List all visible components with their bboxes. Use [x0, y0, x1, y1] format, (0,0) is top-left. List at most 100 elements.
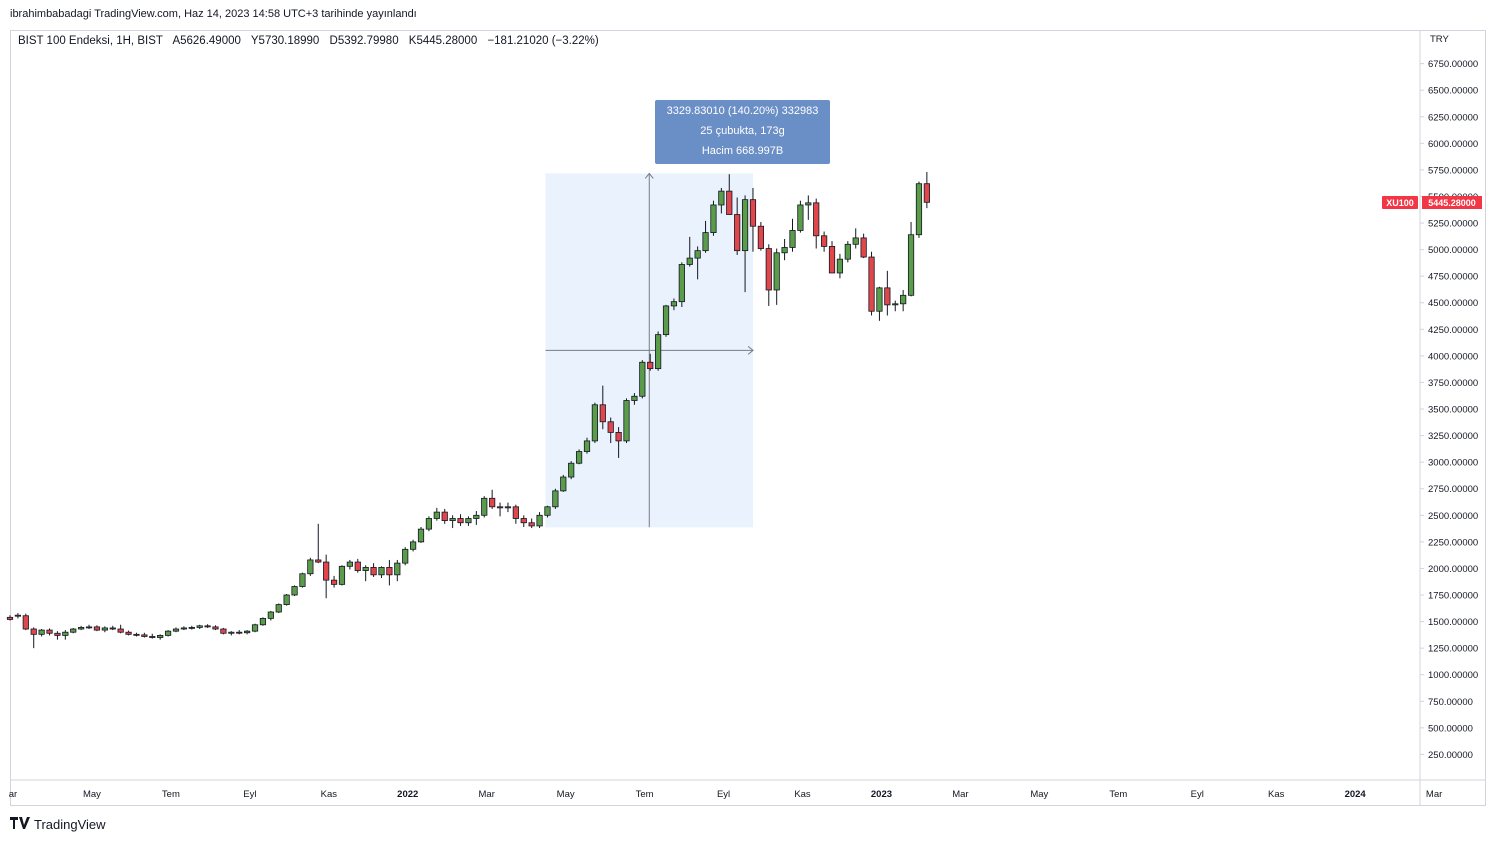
candle-body-down [109, 627, 116, 630]
candle [457, 514, 464, 526]
candle [607, 417, 614, 444]
candle-body-up [655, 334, 662, 370]
candle [536, 512, 543, 529]
candle-body-up [425, 518, 433, 530]
candle-body-up [244, 630, 251, 634]
candle [338, 565, 346, 586]
candle-body-up [38, 629, 45, 635]
time-tick-label: Mar [479, 789, 495, 800]
candle [781, 238, 788, 261]
price-tick-label: 4000.00000 [1428, 351, 1478, 362]
candle-body-down [749, 199, 757, 227]
candle [370, 563, 377, 577]
candle-body-up [710, 204, 717, 233]
candle-body-down [813, 202, 820, 237]
candle-body-up [805, 202, 812, 206]
time-tick-label: May [83, 789, 101, 800]
chart-frame[interactable] [10, 30, 1486, 806]
candle [876, 286, 883, 321]
candle-body-down [868, 256, 875, 312]
candle-body-up [844, 243, 851, 260]
candle-body-up [852, 237, 859, 245]
candle-body-down [607, 421, 614, 433]
price-tick-label: 2500.00000 [1428, 511, 1478, 522]
candle-body-up [157, 634, 164, 638]
legend-high: Y5730.18990 [250, 35, 320, 47]
candle [868, 251, 875, 316]
candle-body-down [599, 404, 606, 423]
candle-body-down [884, 287, 891, 306]
symbol-legend[interactable]: BIST 100 Endeksi, 1H, BIST A5626.49000 Y… [18, 35, 606, 47]
candle [394, 559, 401, 582]
candle-body-down [489, 497, 496, 508]
time-tick-label: ar [9, 789, 17, 800]
candle-body-up [773, 252, 780, 291]
candle [504, 502, 512, 513]
measure-tool[interactable] [545, 172, 754, 528]
price-tick-label: 500.00000 [1428, 723, 1473, 734]
candle-body-down [457, 518, 464, 524]
candle [402, 547, 409, 566]
candle-body-up [78, 627, 85, 630]
candle-body-up [402, 548, 409, 564]
time-tick-label: Tem [636, 789, 654, 800]
price-badge-value-bg [1422, 196, 1482, 209]
candle [157, 634, 164, 640]
time-tick-label: 2022 [397, 789, 418, 800]
candle-body-up [575, 451, 583, 464]
price-badge: XU100 5445.28000 [1382, 196, 1482, 209]
candle-body-up [789, 230, 796, 248]
price-tick-label: 4750.00000 [1428, 272, 1478, 283]
price-tick-label: 250.00000 [1428, 750, 1473, 761]
candle [38, 629, 45, 637]
candle-body-up [662, 305, 670, 336]
candle [267, 610, 274, 621]
candle [844, 241, 851, 263]
legend-low: D5392.79980 [329, 35, 399, 47]
candle [773, 248, 780, 305]
candle [489, 489, 496, 509]
candle-body-up [836, 258, 844, 274]
time-axis[interactable]: ar May Tem Eyl Kas 2022 Mar May Tem Eyl Kas 2023 Mar… [9, 789, 1443, 800]
candle-body-up [504, 506, 512, 509]
candle-body-down [330, 579, 338, 585]
candle [520, 515, 527, 527]
candle-body-up [631, 395, 638, 401]
tradingview-brand: TradingView [34, 816, 106, 832]
candle [172, 627, 180, 633]
candle-body-up [544, 506, 551, 516]
measure-bar-count: 25 çubukta, 173g [700, 125, 785, 137]
price-badge-value: 5445.28000 [1428, 198, 1476, 208]
candle-body-down [765, 248, 772, 291]
candle [410, 539, 417, 552]
price-tick-label: 6750.00000 [1428, 59, 1478, 70]
price-tick-label: 4500.00000 [1428, 298, 1478, 309]
candle-body-up [172, 628, 180, 632]
candle-body-down [117, 628, 124, 633]
candle [30, 627, 37, 649]
candle [805, 195, 812, 220]
candle [718, 187, 725, 214]
candle-body-down [757, 225, 764, 249]
candle-body-up [915, 183, 923, 236]
price-axis[interactable]: 250.00000 500.00000 750.00000 1000.00000 125… [1420, 59, 1478, 761]
candle-body-up [338, 565, 346, 585]
candle-body-down [14, 614, 22, 617]
candle-body-up [299, 573, 306, 587]
candle [465, 516, 472, 526]
tradingview-logo[interactable]: TradingView [10, 816, 106, 832]
candle [101, 626, 108, 633]
measure-price-change: 3329.83010 (140.20%) 332983 [666, 105, 819, 117]
candle-body-down [726, 190, 733, 215]
candle [85, 624, 93, 630]
candle [14, 613, 22, 619]
price-tick-label: 1500.00000 [1428, 617, 1478, 628]
candle-body-down [615, 432, 622, 442]
candle-body-up [473, 514, 480, 519]
candle [425, 516, 433, 532]
candle [481, 496, 488, 518]
candle-body-up [876, 287, 883, 312]
candle [749, 187, 757, 252]
tradingview-logo-icon [10, 816, 30, 832]
